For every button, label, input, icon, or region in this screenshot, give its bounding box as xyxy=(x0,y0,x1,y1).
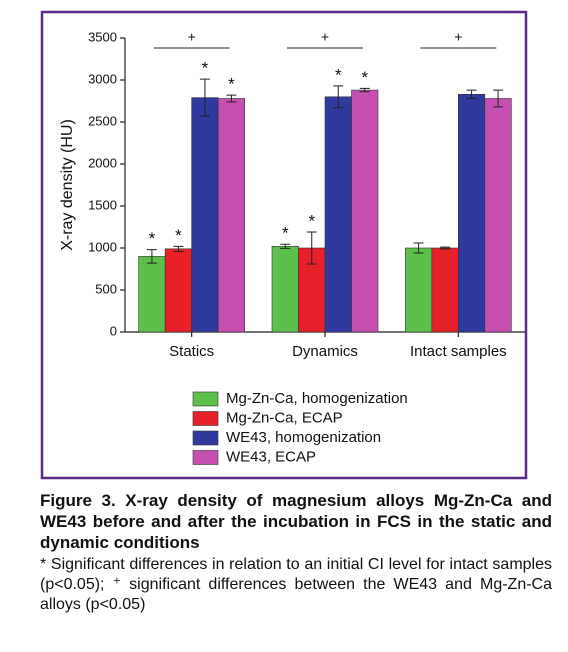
error-bar xyxy=(413,242,424,254)
legend-label: Mg-Zn-Ca, homogenization xyxy=(226,390,408,407)
bar xyxy=(405,247,433,333)
bar xyxy=(458,93,486,333)
group-annotation: + xyxy=(454,29,462,45)
significance-marker: * xyxy=(335,65,342,84)
legend-swatch xyxy=(192,430,219,446)
bar xyxy=(324,96,352,333)
significance-marker: * xyxy=(228,75,235,94)
bar xyxy=(191,97,219,333)
y-tick-label: 2000 xyxy=(88,155,117,170)
bar xyxy=(484,98,512,333)
frame xyxy=(40,10,528,480)
caption: Figure 3. X-ray density of magnesium all… xyxy=(40,490,552,615)
caption-title: Figure 3. X-ray density of magnesium all… xyxy=(40,491,552,552)
y-tick-label: 1500 xyxy=(88,197,117,212)
error-bar xyxy=(440,246,451,250)
bar xyxy=(164,248,192,333)
y-tick-label: 3500 xyxy=(88,29,117,44)
error-bar xyxy=(173,245,184,252)
significance-marker: * xyxy=(282,224,289,243)
significance-marker: * xyxy=(361,68,368,87)
y-tick-label: 500 xyxy=(95,281,117,296)
y-axis-label: X-ray density (HU) xyxy=(59,119,76,251)
caption-note: * Significant differences in relation to… xyxy=(40,556,552,613)
y-tick-label: 2500 xyxy=(88,113,117,128)
significance-marker: * xyxy=(308,212,315,231)
group-annotation: + xyxy=(188,29,196,45)
bar xyxy=(217,98,245,333)
x-tick-label: Dynamics xyxy=(292,343,358,360)
error-bar xyxy=(146,249,157,264)
y-tick-label: 1000 xyxy=(88,239,117,254)
legend-label: WE43, homogenization xyxy=(226,429,381,446)
error-bar xyxy=(280,243,291,249)
x-tick-label: Statics xyxy=(169,343,214,360)
significance-marker: * xyxy=(175,226,182,245)
significance-marker: * xyxy=(149,229,156,248)
error-bar xyxy=(199,78,210,117)
bar xyxy=(271,246,299,333)
y-tick-label: 0 xyxy=(110,323,117,338)
bar xyxy=(351,89,379,333)
legend-label: Mg-Zn-Ca, ECAP xyxy=(226,409,343,426)
error-bar xyxy=(493,89,504,108)
error-bar xyxy=(226,94,237,103)
error-bar xyxy=(333,85,344,109)
error-bar xyxy=(466,89,477,99)
legend-swatch xyxy=(192,391,219,407)
error-bar xyxy=(306,231,317,265)
legend-swatch xyxy=(192,450,219,465)
significance-marker: * xyxy=(202,59,209,78)
legend-label: WE43, ECAP xyxy=(226,448,316,465)
y-tick-label: 3000 xyxy=(88,71,117,86)
x-tick-label: Intact samples xyxy=(410,343,507,360)
legend-swatch xyxy=(192,411,219,426)
bar xyxy=(138,256,166,333)
bar xyxy=(431,247,459,333)
group-annotation: + xyxy=(321,29,329,45)
chart: X-ray density (HU) 0 500 1000 1500 2000 2500 3… xyxy=(40,10,528,480)
error-bar xyxy=(359,87,370,93)
